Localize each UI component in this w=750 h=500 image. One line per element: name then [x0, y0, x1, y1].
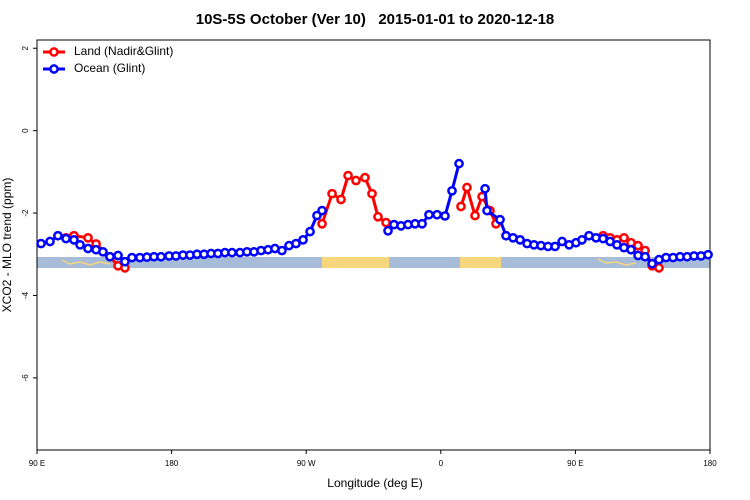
data-point — [75, 239, 85, 250]
data-point — [424, 209, 434, 220]
data-point — [317, 218, 327, 229]
x-tick-label: 0 — [439, 459, 444, 468]
data-point — [113, 250, 123, 261]
data-point — [298, 234, 308, 245]
y-axis-label: XCO2 - MLO trend (ppm) — [0, 178, 14, 313]
data-point — [351, 175, 361, 186]
chart-title: 10S-5S October (Ver 10) 2015-01-01 to 20… — [196, 11, 555, 28]
legend-marker — [49, 64, 59, 74]
data-point — [432, 209, 442, 220]
data-point — [619, 232, 629, 243]
data-point — [53, 230, 63, 241]
data-point — [127, 252, 137, 263]
data-point — [647, 258, 657, 269]
data-point — [550, 241, 560, 252]
x-axis-label: Longitude (deg E) — [327, 476, 422, 490]
x-tick-label: 90 W — [297, 459, 316, 468]
data-point — [120, 256, 130, 267]
data-point — [381, 217, 391, 228]
data-point — [83, 232, 93, 243]
data-point — [227, 247, 237, 258]
data-point — [383, 225, 393, 236]
legend-label: Land (Nadir&Glint) — [74, 44, 173, 58]
data-point — [440, 211, 450, 221]
data-point — [454, 158, 464, 169]
data-point — [626, 244, 636, 255]
x-tick-label: 180 — [703, 459, 717, 468]
data-point — [36, 238, 46, 249]
y-tick-label: -2 — [21, 209, 30, 217]
data-point — [336, 194, 346, 205]
x-tick-label: 90 E — [567, 459, 583, 468]
data-point — [45, 236, 55, 247]
island-strip — [597, 258, 637, 266]
y-tick-label: -4 — [21, 291, 30, 299]
data-point — [367, 188, 377, 199]
legend: Land (Nadir&Glint) Ocean (Glint) — [43, 44, 173, 75]
y-tick-label: 2 — [21, 45, 30, 50]
data-point — [156, 251, 166, 262]
data-point — [703, 249, 713, 260]
x-tick-label: 90 E — [29, 459, 45, 468]
data-point — [98, 246, 108, 257]
land-strip — [460, 257, 501, 268]
legend-label: Ocean (Glint) — [74, 61, 145, 75]
data-point — [69, 234, 79, 245]
data-point — [515, 234, 525, 245]
x-tick-label: 180 — [165, 459, 179, 468]
data-point — [447, 185, 457, 196]
data-point — [105, 251, 115, 262]
data-point — [462, 182, 472, 193]
data-point — [456, 201, 466, 212]
data-point — [305, 226, 315, 237]
y-tick-label: -6 — [21, 374, 30, 382]
data-point — [495, 214, 505, 225]
data-point — [633, 240, 643, 251]
y-tick-label: 0 — [21, 128, 30, 133]
data-point — [83, 243, 93, 254]
data-point — [577, 234, 587, 245]
data-point — [291, 238, 301, 249]
data-point — [480, 183, 490, 194]
data-point — [61, 233, 71, 244]
legend-marker — [49, 47, 59, 57]
data-point — [360, 172, 370, 183]
land-strip — [322, 257, 389, 268]
data-point — [343, 170, 353, 181]
data-point — [317, 205, 327, 216]
data-point — [417, 218, 427, 229]
data-point — [482, 205, 492, 216]
data-point — [470, 210, 480, 221]
data-point — [327, 188, 337, 199]
data-point — [640, 251, 650, 262]
data-point — [373, 211, 383, 222]
island-strip — [61, 259, 111, 266]
land-ocean-strip — [37, 257, 710, 268]
data-point — [277, 245, 287, 256]
